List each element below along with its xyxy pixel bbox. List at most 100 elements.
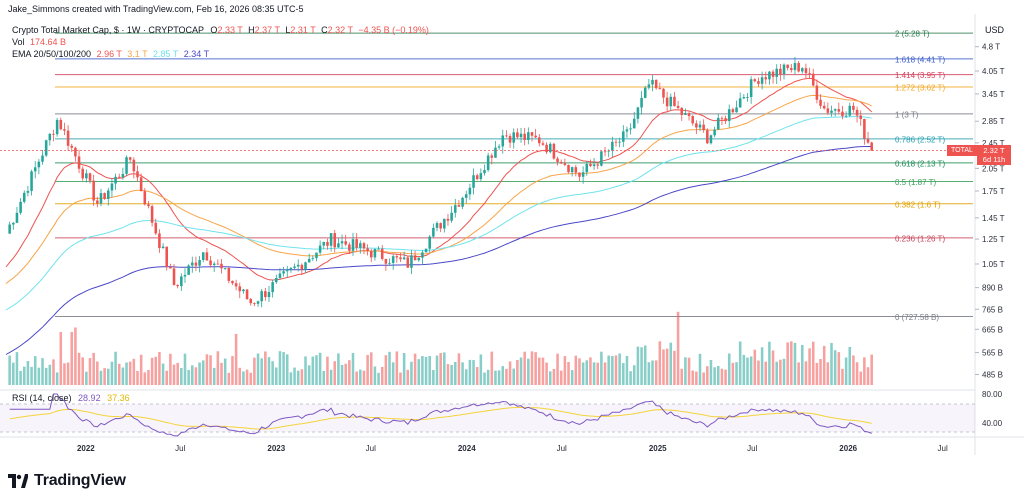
candle-body <box>351 239 355 251</box>
candle-body <box>779 68 782 75</box>
volume-bar <box>673 350 676 385</box>
high-value: 2.37 T <box>254 25 280 35</box>
time-tick-label: Jul <box>175 444 185 453</box>
volume-bar <box>8 355 11 385</box>
candle-body <box>413 255 417 261</box>
ema-lines <box>5 77 873 355</box>
volume-bar <box>801 345 804 385</box>
candle-body <box>260 291 263 302</box>
volume-bar <box>161 363 165 385</box>
volume-bar <box>830 342 833 385</box>
volume-value: 174.64 B <box>30 37 67 47</box>
volume-bar <box>530 351 534 385</box>
candle-body <box>764 77 768 80</box>
volume-bar <box>132 358 136 385</box>
volume-bar <box>52 359 55 385</box>
candle-body <box>684 113 687 115</box>
ema50-line <box>5 94 872 284</box>
candle-body <box>231 280 234 284</box>
volume-bar <box>340 364 344 385</box>
candle-body <box>271 282 274 293</box>
volume-bar <box>326 356 329 385</box>
volume-bar <box>669 342 673 385</box>
candle-body <box>636 107 640 119</box>
candle-body <box>483 170 486 174</box>
volume-bar <box>59 332 63 385</box>
candle-body <box>37 161 41 168</box>
volume-bar <box>636 346 640 385</box>
candle-body <box>256 301 260 304</box>
fib-label: 0.236 (1.26 T) <box>895 234 945 243</box>
volume-bar <box>629 371 632 385</box>
candle-body <box>70 145 74 148</box>
candle-body <box>603 151 607 153</box>
candle-body <box>421 252 424 258</box>
volume-bar <box>114 351 117 385</box>
volume-bar <box>139 354 143 385</box>
time-tick-label: 2026 <box>839 444 857 453</box>
candle-body <box>592 164 596 167</box>
candle-body <box>775 68 778 77</box>
low-label: L <box>285 25 291 35</box>
volume-bar <box>497 370 501 385</box>
volume-bar <box>158 352 161 385</box>
volume-bar <box>417 359 421 385</box>
volume-bar <box>461 362 464 385</box>
volume-bar <box>753 349 757 385</box>
candle-body <box>77 156 81 169</box>
candle-body <box>337 243 340 248</box>
volume-bar <box>563 356 567 385</box>
volume-bar <box>611 356 614 385</box>
volume-bar <box>647 362 651 385</box>
price-tick-label: 2.05 T <box>982 164 1005 173</box>
candle-body <box>176 284 179 287</box>
rsi-tick-label: 40.00 <box>982 419 1003 428</box>
candle-body <box>19 201 22 213</box>
volume-bar <box>351 353 355 385</box>
candle-body <box>570 167 574 173</box>
ema-line: EMA 20/50/100/200 2.96 T 3.1 T 2.85 T 2.… <box>12 49 209 60</box>
candle-body <box>731 109 735 113</box>
candle-body <box>713 129 716 136</box>
volume-bar <box>205 354 209 385</box>
candle-body <box>706 130 709 144</box>
volume-bar <box>691 370 694 385</box>
volume-bar <box>300 369 304 385</box>
volume-bar <box>735 362 738 385</box>
candle-body <box>417 257 421 261</box>
volume-bar <box>786 342 789 385</box>
candle-body <box>201 252 205 261</box>
volume-bar <box>837 352 841 385</box>
volume-bar <box>713 367 716 385</box>
volume-bar <box>589 357 592 385</box>
candle-body <box>66 130 70 146</box>
volume-bar <box>285 354 289 385</box>
volume-bar <box>322 370 326 385</box>
volume-bar <box>264 351 267 385</box>
volume-bar <box>446 364 450 385</box>
volume-bar <box>848 346 852 385</box>
candle-body <box>285 269 289 272</box>
volume-bar <box>559 370 563 385</box>
volume-bar <box>77 352 81 385</box>
volume-bar <box>819 359 822 385</box>
candle-body <box>63 129 66 131</box>
candle-body <box>92 180 95 201</box>
candle-body <box>296 264 300 267</box>
candle-body <box>304 262 307 270</box>
creator-line: Jake_Simmons created with TradingView.co… <box>8 4 303 15</box>
candle-body <box>399 257 402 260</box>
candle-body <box>59 119 63 130</box>
candle-body <box>402 257 406 260</box>
volume-bar <box>216 351 220 385</box>
volume-bar <box>180 368 183 385</box>
candle-body <box>369 251 373 258</box>
volume-bar <box>468 359 472 385</box>
volume-bar <box>271 361 274 385</box>
candle-body <box>501 135 505 147</box>
volume-bar <box>618 353 621 385</box>
volume-bar <box>684 357 687 385</box>
volume-bar <box>260 358 263 385</box>
volume-bar <box>242 371 245 385</box>
